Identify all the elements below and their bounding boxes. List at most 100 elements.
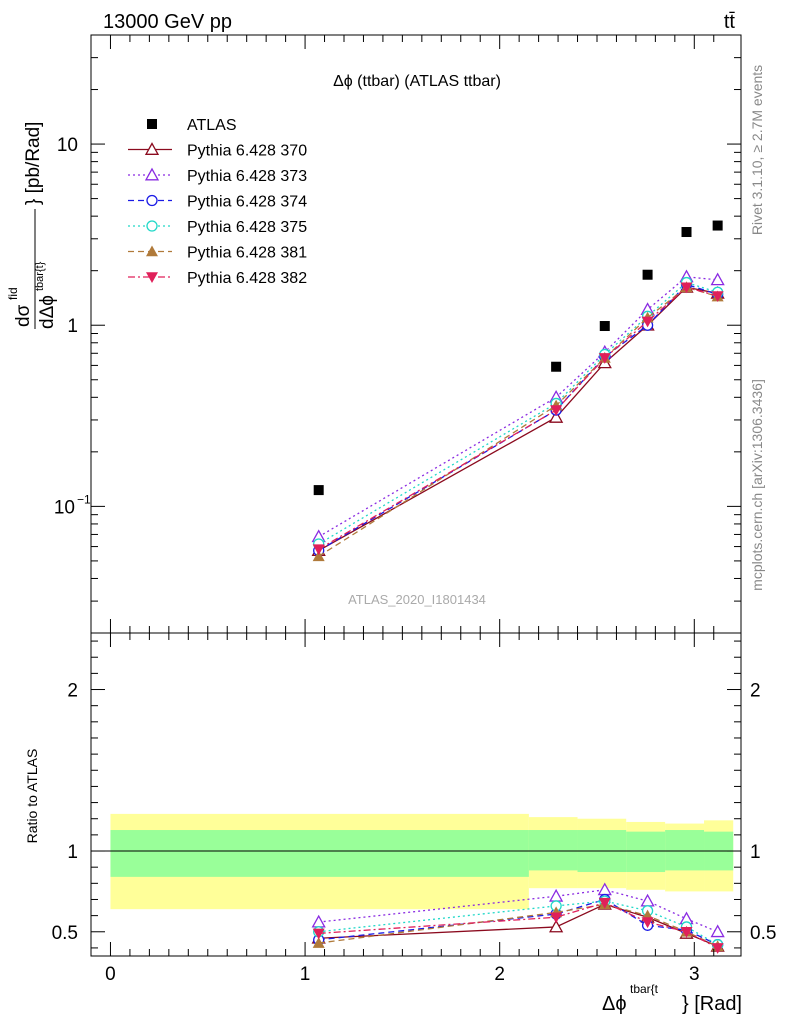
energy-label: 13000 GeV pp	[103, 11, 232, 33]
legend-label: Pythia 6.428 382	[187, 270, 307, 287]
x-tick-label: 2	[494, 964, 505, 985]
chart-title: Δϕ (ttbar) (ATLAS ttbar)	[333, 73, 501, 90]
ratio-y-tick-label-right: 0.5	[750, 923, 776, 944]
mcplots-label: mcplots.cern.ch [arXiv:1306.3436]	[749, 379, 765, 591]
legend: ATLAS Pythia 6.428 370 Pythia 6.428 373 Pyt…	[128, 117, 307, 287]
data-point	[680, 282, 693, 294]
ratio-ticks: 0.5 0.5 1 1 2 2 0 1 2 3	[52, 633, 776, 985]
legend-item: Pythia 6.428 375	[128, 219, 307, 236]
data-point	[712, 220, 723, 231]
ratio-point	[640, 893, 655, 907]
ratio-series-pythia-6-428-382	[312, 897, 724, 954]
uncertainty-band-inner	[626, 831, 666, 873]
series-line	[318, 286, 718, 550]
legend-marker	[146, 245, 158, 257]
legend-item: Pythia 6.428 382	[128, 270, 307, 287]
ratio-line	[318, 898, 718, 946]
series-line	[318, 286, 718, 557]
series-pythia-6-428-375	[313, 276, 724, 550]
legend-marker	[147, 119, 157, 129]
ratio-point	[550, 912, 563, 924]
legend-label: Pythia 6.428 375	[187, 219, 307, 236]
y-tick-label: 10	[54, 497, 75, 518]
series-atlas	[313, 220, 723, 496]
ratio-y-tick-label-right: 2	[750, 681, 761, 702]
ratio-line	[318, 902, 718, 949]
legend-item: Pythia 6.428 370	[128, 142, 307, 160]
ratio-point	[641, 917, 654, 929]
ratio-plot-area	[91, 813, 741, 954]
main-plot-area	[311, 220, 725, 562]
legend-marker	[144, 142, 160, 155]
rivet-version-label: Rivet 3.1.10, ≥ 2.7M events	[749, 65, 765, 235]
legend-item: Pythia 6.428 381	[128, 245, 307, 262]
legend-label: Pythia 6.428 373	[187, 168, 307, 185]
ratio-point	[680, 926, 693, 938]
y-label-denominator-sup: tbar{t}	[34, 261, 46, 291]
analysis-watermark: ATLAS_2020_I1801434	[348, 592, 486, 607]
ratio-y-tick-label: 0.5	[52, 923, 78, 944]
x-tick-label: 3	[689, 964, 700, 985]
y-label-numerator: dσ	[13, 304, 34, 327]
x-label-symbol: Δϕ	[602, 993, 627, 1015]
data-point	[313, 485, 324, 496]
data-point	[681, 227, 692, 238]
series-pythia-6-428-382	[312, 282, 724, 556]
legend-label: Pythia 6.428 370	[187, 143, 307, 160]
data-point	[710, 272, 725, 286]
uncertainty-band-inner	[110, 830, 529, 877]
data-point	[711, 291, 724, 302]
x-label-sup: tbar{t	[630, 982, 659, 996]
ratio-point	[312, 928, 325, 940]
ratio-y-tick-label: 2	[67, 681, 78, 702]
y-label-unit: } [pb/Rad]	[23, 122, 44, 205]
data-point	[641, 316, 654, 328]
y-tick-label: 10	[57, 135, 78, 156]
legend-label: Pythia 6.428 374	[187, 194, 307, 211]
ratio-point	[311, 914, 326, 928]
legend-marker	[144, 167, 160, 181]
uncertainty-band-inner	[528, 830, 578, 871]
legend-marker	[146, 272, 158, 283]
ratio-point	[598, 897, 611, 909]
y-label-numerator-sup: fid	[6, 287, 20, 300]
data-point	[550, 405, 563, 417]
ratio-y-tick-label-right: 1	[750, 842, 761, 863]
legend-item: ATLAS	[147, 117, 237, 134]
data-point	[598, 353, 611, 364]
ratio-point	[549, 888, 564, 902]
series-pythia-6-428-370	[311, 279, 725, 557]
y-tick-label: 1	[67, 316, 78, 337]
main-y-axis-label: } [pb/Rad] dσ fid dΔϕ tbar{t}	[6, 122, 58, 329]
ratio-frame	[90, 632, 742, 957]
y-tick-label-exp: −1	[77, 492, 91, 506]
x-tick-label: 0	[105, 964, 116, 985]
y-label-denominator: dΔϕ	[37, 295, 58, 329]
x-tick-label: 1	[300, 964, 311, 985]
ratio-y-axis-label: Ratio to ATLAS	[24, 749, 40, 844]
legend-label: Pythia 6.428 381	[187, 245, 307, 262]
data-point	[312, 544, 325, 556]
series-line	[318, 276, 718, 538]
process-label: tt̄	[724, 11, 736, 33]
legend-marker	[146, 220, 158, 232]
ratio-y-tick-label: 1	[67, 842, 78, 863]
data-point	[312, 550, 325, 562]
ratio-panel: 0.5 0.5 1 1 2 2 0 1 2 3 Ratio to ATLAS Δϕ tbar{t …	[24, 632, 776, 1015]
data-point	[551, 361, 562, 372]
uncertainty-band-inner	[665, 830, 705, 871]
ratio-point	[549, 919, 564, 933]
data-point	[549, 410, 564, 423]
x-axis-label: Δϕ tbar{t } [Rad]	[602, 982, 742, 1015]
ratio-point	[710, 924, 725, 938]
series-pythia-6-428-374	[313, 278, 724, 557]
series-line	[318, 283, 718, 552]
ratio-point	[312, 937, 325, 948]
data-point	[642, 269, 653, 280]
x-label-unit: } [Rad]	[682, 993, 742, 1015]
ratio-point	[711, 943, 724, 954]
legend-item: Pythia 6.428 373	[128, 167, 307, 185]
